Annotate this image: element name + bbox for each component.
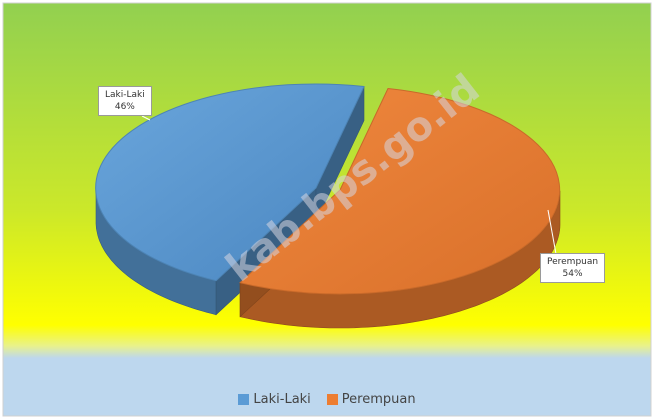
data-label-laki-laki-name: Laki-Laki	[105, 90, 145, 100]
data-label-perempuan-pct: 54%	[562, 269, 583, 279]
data-label-perempuan-name: Perempuan	[547, 257, 599, 267]
leader-line-perempuan	[547, 209, 557, 255]
pie-slice-laki-laki	[95, 83, 365, 282]
legend-swatch-perempuan	[326, 393, 338, 405]
legend-label-perempuan: Perempuan	[341, 391, 416, 407]
data-label-perempuan: Perempuan 54%	[540, 253, 606, 283]
legend-swatch-laki-laki	[238, 393, 250, 405]
legend-item-perempuan: Perempuan	[326, 391, 416, 407]
pie-slice-perempuan	[239, 87, 561, 295]
legend: Laki-Laki Perempuan	[0, 388, 654, 410]
legend-label-laki-laki: Laki-Laki	[253, 391, 311, 407]
legend-item-laki-laki: Laki-Laki	[238, 391, 311, 407]
leader-line-laki-laki	[141, 115, 151, 121]
data-label-laki-laki: Laki-Laki 46%	[98, 86, 152, 116]
data-label-laki-laki-pct: 46%	[114, 102, 135, 112]
